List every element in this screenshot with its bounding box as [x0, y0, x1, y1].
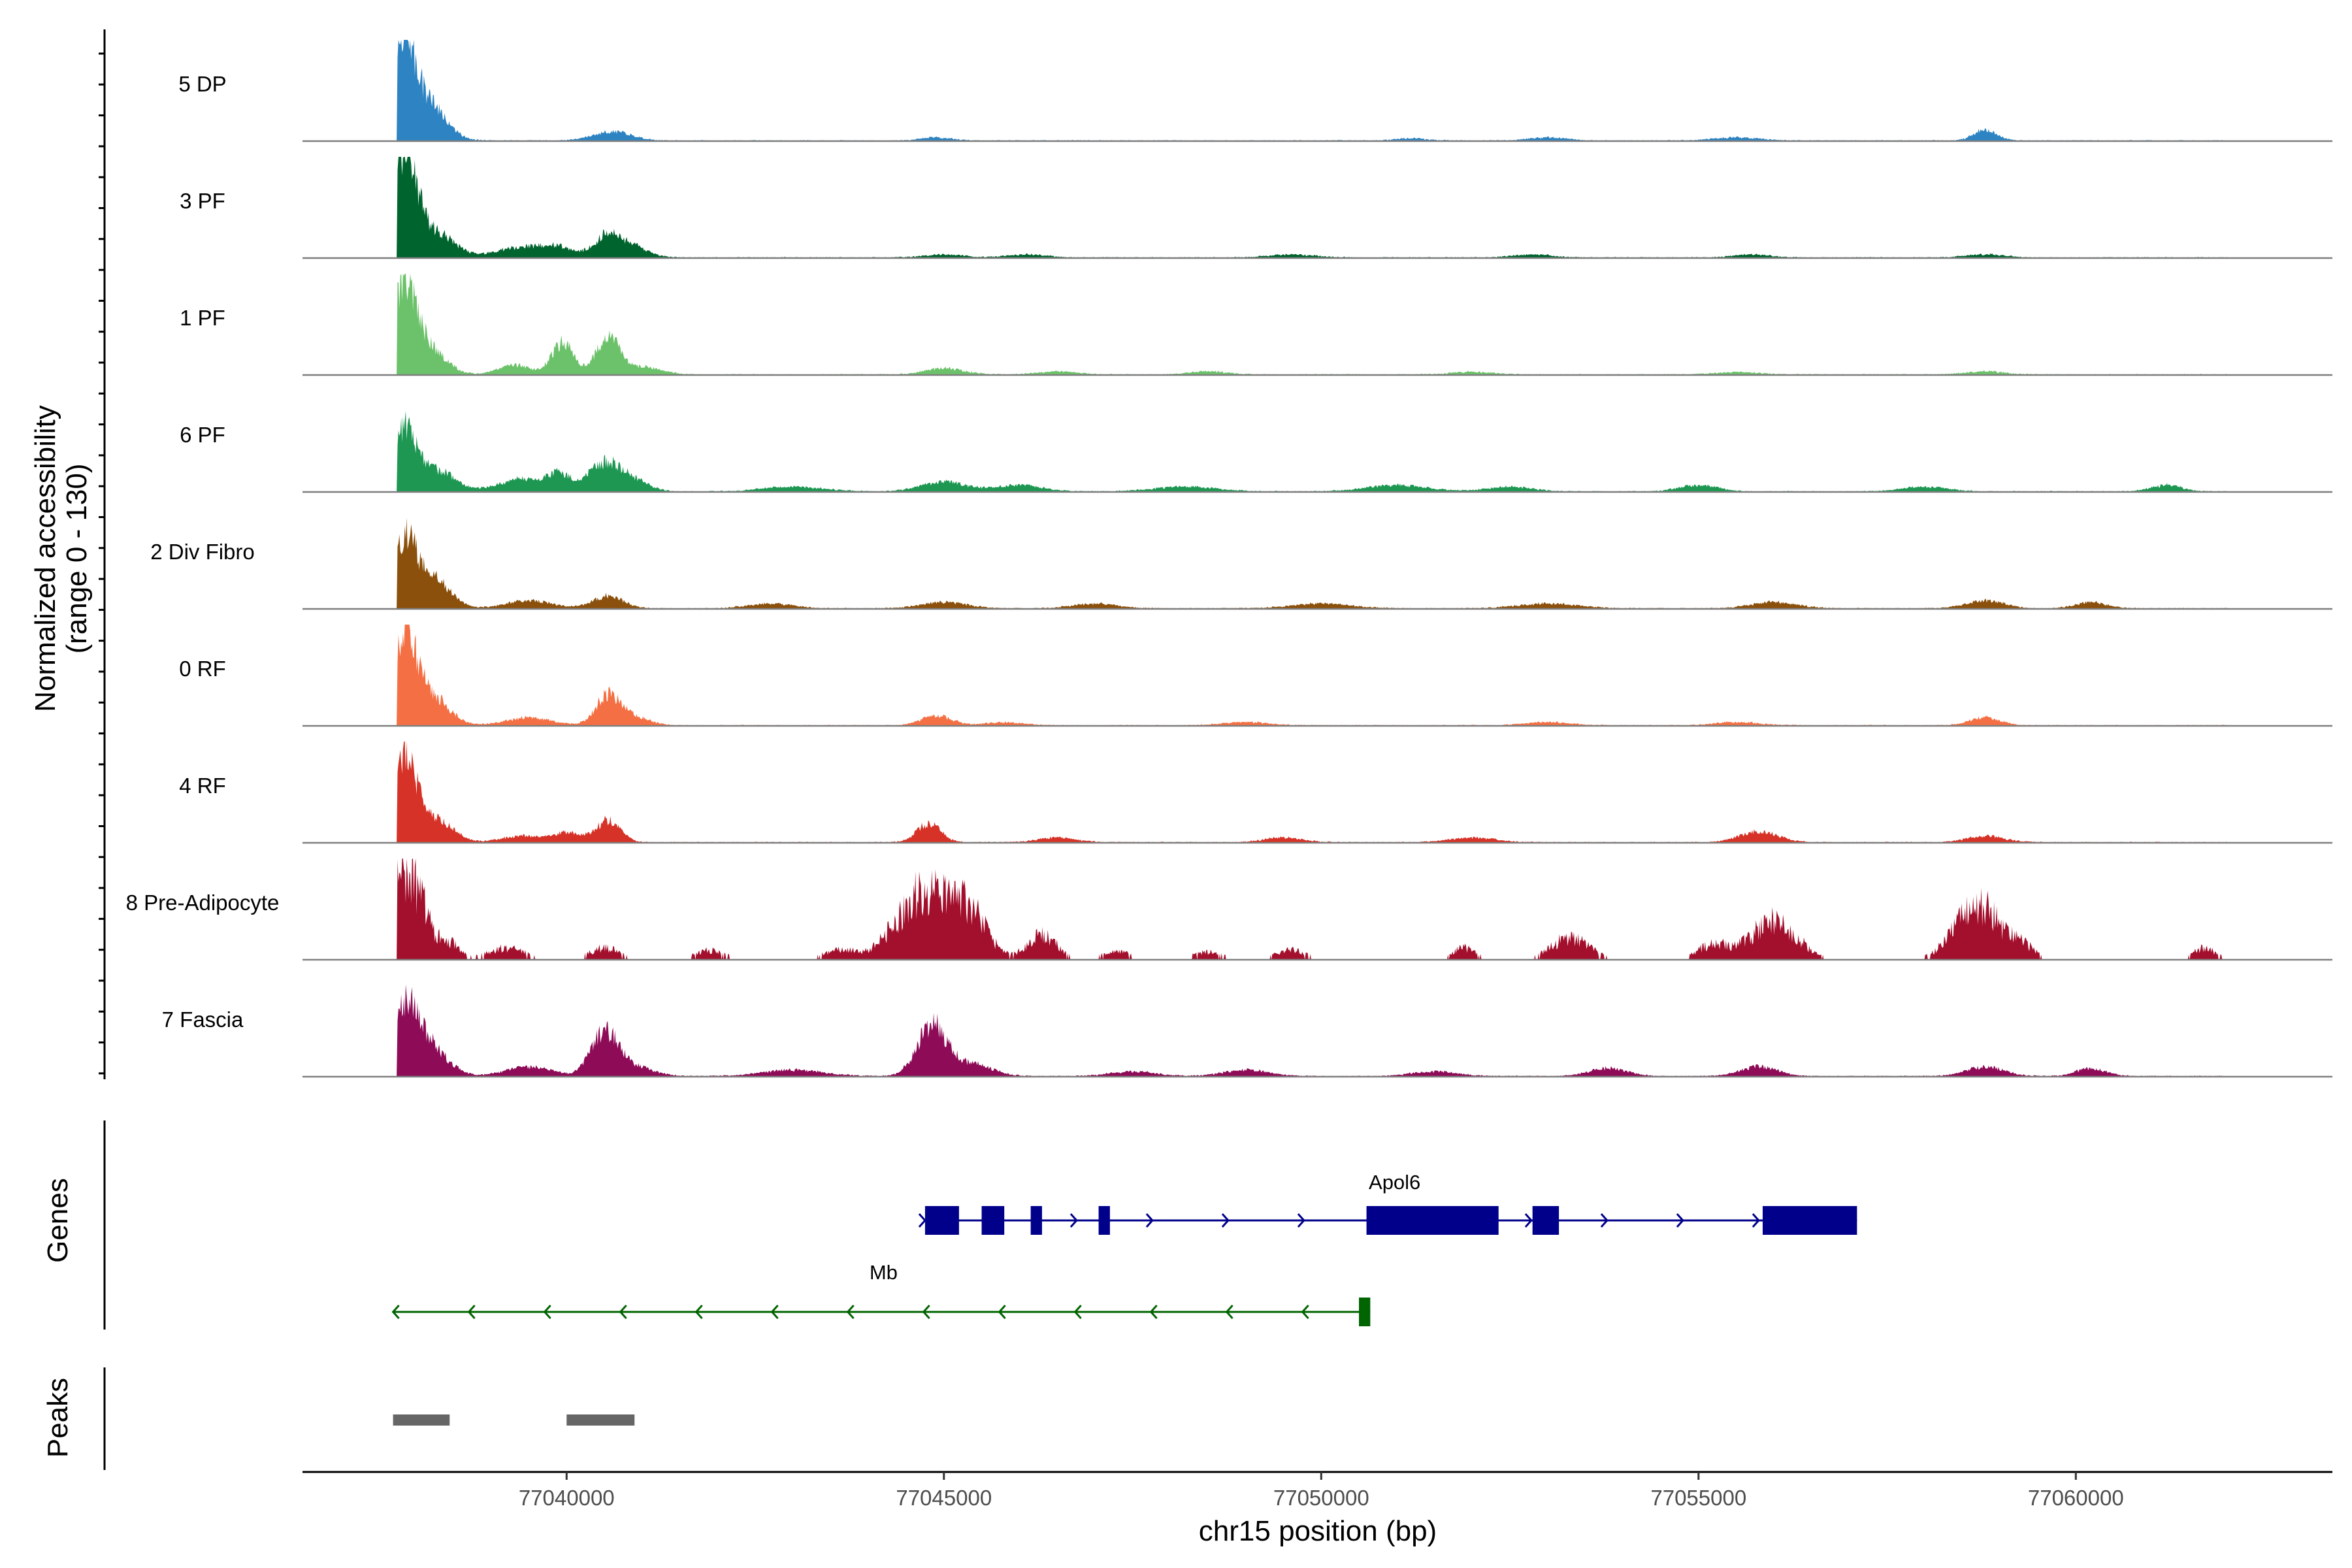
track-4-rf: 4 RF: [179, 742, 2332, 844]
strand-arrow: [1149, 1304, 1158, 1320]
coverage-area: [393, 517, 2227, 609]
x-axis-label: chr15 position (bp): [1199, 1515, 1437, 1547]
strand-arrow: [1524, 1213, 1533, 1228]
peak-region: [566, 1414, 635, 1426]
track-2-div-fibro: 2 Div Fibro: [150, 517, 2332, 610]
track-0-rf: 0 RF: [179, 625, 2332, 727]
gene-mb: Mb: [391, 1261, 1371, 1326]
gene-apol6: Apol6: [918, 1171, 1857, 1235]
strand-arrow: [1073, 1304, 1082, 1320]
gene-name-label: Apol6: [1369, 1171, 1420, 1194]
x-tick-label: 77055000: [1650, 1486, 1746, 1510]
strand-arrow: [1225, 1304, 1233, 1320]
x-axis: 77040000 77045000 77050000 77055000 77060000: [302, 1471, 2332, 1510]
strand-arrow: [619, 1304, 627, 1320]
peaks-label: Peaks: [42, 1378, 74, 1458]
exon: [1532, 1206, 1560, 1235]
peak-region: [393, 1414, 450, 1426]
track-7-fascia: 7 Fascia: [162, 984, 2332, 1078]
strand-arrow: [1301, 1304, 1309, 1320]
strand-arrow: [1752, 1213, 1760, 1228]
strand-arrow: [1221, 1213, 1230, 1228]
track-label: 5 DP: [178, 72, 226, 96]
exon: [1366, 1206, 1499, 1235]
track-5-dp: 5 DP: [178, 40, 2332, 142]
coverage-area: [393, 410, 2227, 492]
strand-arrow: [998, 1304, 1006, 1320]
strand-arrow: [922, 1304, 930, 1320]
track-label: 7 Fascia: [162, 1007, 244, 1032]
strand-arrow: [1600, 1213, 1609, 1228]
y-axis-label: Normalized accessibility (range 0 - 130): [29, 405, 93, 711]
track-label: 0 RF: [179, 657, 226, 681]
coverage-area: [393, 274, 2227, 375]
x-tick-label: 77060000: [2028, 1486, 2124, 1510]
track-label: 2 Div Fibro: [150, 540, 255, 564]
strand-arrow: [846, 1304, 855, 1320]
strand-arrow: [1070, 1213, 1078, 1228]
track-3-pf: 3 PF: [180, 157, 2332, 259]
y-axis-label-line1: Normalized accessibility: [29, 405, 61, 711]
exon: [924, 1206, 959, 1235]
strand-arrow: [1297, 1213, 1305, 1228]
strand-arrow: [694, 1304, 703, 1320]
gene-track: Apol6 Mb: [391, 1171, 1857, 1326]
coverage-area: [393, 157, 2227, 258]
x-tick-label: 77040000: [519, 1486, 615, 1510]
track-1-pf: 1 PF: [180, 274, 2332, 376]
exon: [1359, 1298, 1371, 1326]
strand-arrow: [770, 1304, 779, 1320]
strand-arrow: [1145, 1213, 1154, 1228]
exon: [1762, 1206, 1857, 1235]
track-label: 8 Pre-Adipocyte: [126, 890, 280, 915]
strand-arrow: [391, 1304, 400, 1320]
genes-label: Genes: [42, 1178, 74, 1263]
track-label: 1 PF: [180, 306, 225, 330]
y-axis-label-line2: (range 0 - 130): [61, 463, 93, 653]
accessibility-y-axis: [99, 29, 106, 1079]
coverage-area: [393, 984, 2227, 1077]
track-label: 3 PF: [180, 189, 225, 213]
strand-arrow: [1676, 1213, 1684, 1228]
strand-arrow: [467, 1304, 476, 1320]
coverage-area: [393, 858, 2227, 960]
strand-arrow: [918, 1213, 926, 1228]
track-label: 6 PF: [180, 423, 225, 447]
x-tick-label: 77045000: [896, 1486, 992, 1510]
strand-arrow: [543, 1304, 551, 1320]
exon: [981, 1206, 1005, 1235]
track-8-pre-adipocyte: 8 Pre-Adipocyte: [126, 858, 2332, 961]
coverage-area: [393, 742, 2227, 843]
coverage-area: [393, 40, 2227, 141]
peak-track: [393, 1414, 635, 1426]
track-label: 4 RF: [179, 774, 226, 798]
exon: [1098, 1206, 1110, 1235]
gene-name-label: Mb: [870, 1261, 898, 1284]
track-6-pf: 6 PF: [180, 410, 2332, 493]
coverage-area: [393, 625, 2227, 726]
x-tick-label: 77050000: [1273, 1486, 1369, 1510]
coverage-tracks: 5 DP 3 PF 1 PF 6 PF 2 Div Fibro 0 RF 4 RF 8 Pre…: [126, 40, 2332, 1078]
exon: [1030, 1206, 1042, 1235]
